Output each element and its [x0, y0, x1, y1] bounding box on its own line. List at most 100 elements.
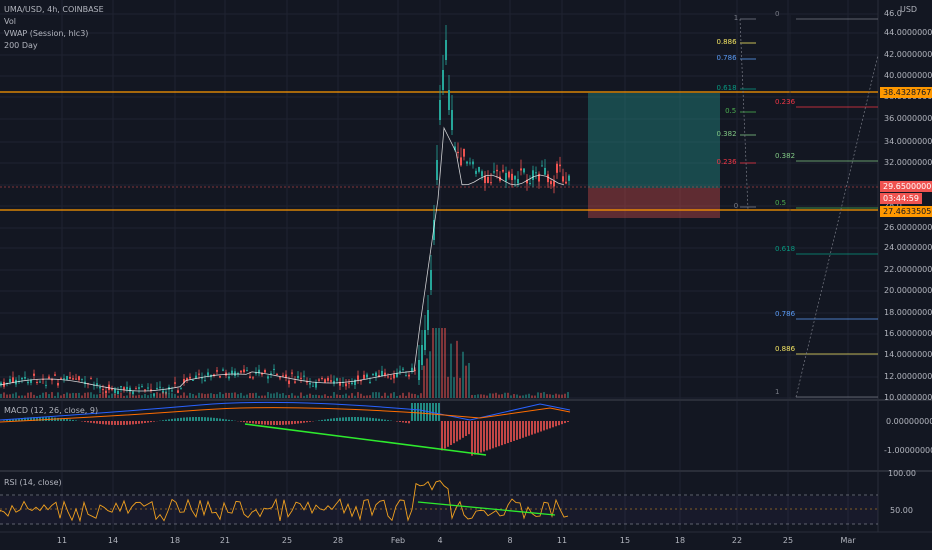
date-axis-label: Feb: [390, 536, 406, 545]
symbol-legend[interactable]: UMA/USD, 4h, COINBASE: [4, 5, 104, 14]
candle-body: [565, 181, 567, 184]
volume-bar: [153, 393, 155, 398]
macd-histogram-bar: [102, 421, 104, 425]
candle-body: [237, 372, 239, 374]
macd-histogram-bar: [321, 419, 323, 421]
candle-body: [369, 381, 371, 383]
candle-body: [108, 384, 110, 391]
volume-legend[interactable]: Vol: [4, 17, 16, 26]
volume-bar: [390, 393, 392, 398]
macd-histogram-bar: [309, 421, 311, 422]
volume-bar: [396, 395, 398, 398]
macd-histogram-bar: [399, 421, 401, 422]
macd-histogram-bar: [36, 417, 38, 421]
macd-histogram-bar: [264, 421, 266, 425]
candle-body: [228, 376, 230, 379]
volume-bar: [99, 393, 101, 398]
macd-histogram-bar: [72, 419, 74, 421]
rsi-legend[interactable]: RSI (14, close): [4, 478, 62, 487]
fib-level-label: 0.886: [775, 345, 796, 353]
macd-histogram-bar: [378, 418, 380, 421]
volume-bar: [558, 394, 560, 398]
volume-bar: [501, 394, 503, 398]
date-axis-label: 25: [281, 536, 293, 545]
macd-histogram-bar: [192, 417, 194, 421]
candle-body: [315, 382, 317, 388]
macd-histogram-bar: [318, 420, 320, 421]
volume-bar: [420, 393, 422, 398]
bar-countdown: 03:44:59: [880, 193, 922, 204]
candle-body: [502, 169, 504, 172]
macd-histogram-bar: [462, 421, 464, 438]
macd-histogram-bar: [171, 418, 173, 421]
volume-bar: [87, 392, 89, 398]
candle-body: [366, 374, 368, 378]
volume-bar: [504, 392, 506, 398]
candle-body: [556, 163, 558, 173]
price-axis-label: 32.00000000: [884, 158, 932, 167]
volume-bar: [258, 395, 260, 398]
macd-histogram-bar: [195, 417, 197, 421]
macd-histogram-bar: [486, 421, 488, 451]
fib-level-label: 0.786: [716, 54, 737, 62]
volume-bar: [267, 392, 269, 398]
macd-histogram-bar: [327, 419, 329, 421]
price-axis-label: 26.00000000: [884, 223, 932, 232]
volume-bar: [381, 395, 383, 398]
macd-histogram-bar: [498, 421, 500, 447]
candle-body: [267, 376, 269, 379]
volume-bar: [336, 394, 338, 398]
price-axis-label: 12.00000000: [884, 372, 932, 381]
volume-bar: [165, 392, 167, 398]
candle-body: [279, 377, 281, 379]
candle-body: [339, 382, 341, 386]
candle-body: [252, 377, 254, 379]
candle-body: [541, 165, 543, 167]
vwap-legend[interactable]: VWAP (Session, hlc3): [4, 29, 89, 38]
macd-histogram-bar: [18, 418, 20, 421]
volume-bar: [309, 393, 311, 398]
candle-body: [99, 387, 101, 389]
macd-histogram-bar: [285, 421, 287, 425]
volume-bar: [513, 394, 515, 398]
candle-body: [348, 382, 350, 384]
macd-histogram-bar: [129, 421, 131, 425]
macd-histogram-bar: [423, 403, 425, 421]
date-axis-label: 25: [782, 536, 794, 545]
candle-body: [360, 380, 362, 382]
volume-bar: [177, 395, 179, 398]
candle-body: [523, 168, 525, 173]
volume-bar: [405, 395, 407, 398]
volume-bar: [237, 394, 239, 398]
candle-body: [105, 390, 107, 394]
volume-bar: [216, 394, 218, 398]
macd-histogram-bar: [120, 421, 122, 425]
candle-body: [204, 380, 206, 382]
macd-histogram-bar: [138, 421, 140, 424]
volume-bar: [441, 328, 443, 398]
macd-histogram-bar: [57, 417, 59, 421]
candle-body: [363, 374, 365, 379]
volume-bar: [129, 392, 131, 398]
macd-histogram-bar: [348, 417, 350, 421]
candle-body: [496, 169, 498, 172]
fib-level-label: 0.5: [725, 107, 737, 115]
macd-histogram-bar: [345, 417, 347, 421]
volume-bar: [372, 392, 374, 398]
volume-bar: [39, 394, 41, 398]
volume-bar: [33, 394, 35, 398]
ma-legend[interactable]: 200 Day: [4, 41, 38, 50]
macd-histogram-bar: [291, 421, 293, 425]
macd-histogram-bar: [561, 421, 563, 425]
macd-histogram-bar: [99, 421, 101, 424]
macd-histogram-bar: [207, 417, 209, 421]
candle-body: [544, 167, 546, 175]
macd-histogram-bar: [27, 417, 29, 421]
macd-histogram-bar: [270, 421, 272, 425]
candle-body: [547, 174, 549, 183]
macd-histogram-bar: [507, 421, 509, 444]
macd-legend[interactable]: MACD (12, 26, close, 9): [4, 406, 99, 415]
volume-bar: [36, 395, 38, 398]
fib-trend-line: [795, 54, 879, 398]
